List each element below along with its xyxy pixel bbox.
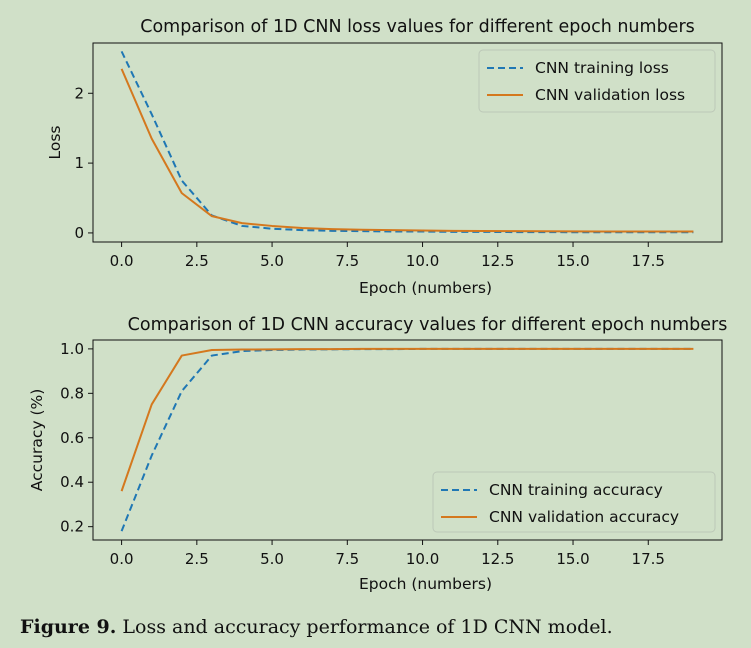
caption-label: Figure 9. [20, 616, 117, 638]
x-tick-label: 5.0 [260, 550, 284, 568]
series-line-validation [120, 68, 694, 233]
x-tick-label: 10.0 [406, 550, 439, 568]
y-tick-label: 1.0 [60, 340, 84, 358]
x-tick-label: 15.0 [556, 550, 589, 568]
figure-caption: Figure 9. Loss and accuracy performance … [20, 616, 613, 638]
legend-box [432, 471, 716, 533]
x-tick-label: 17.5 [632, 550, 665, 568]
series-line-validation [120, 347, 694, 492]
y-tick-label: 0.8 [60, 384, 84, 402]
x-tick-label: 2.5 [185, 252, 209, 270]
x-tick-label: 2.5 [185, 550, 209, 568]
x-tick-label: 15.0 [556, 252, 589, 270]
x-axis-label: Epoch (numbers) [359, 279, 492, 297]
x-tick-label: 7.5 [335, 252, 359, 270]
y-tick-label: 0 [74, 224, 84, 242]
figure: Comparison of 1D CNN loss values for dif… [28, 17, 727, 593]
legend-label: CNN training loss [535, 59, 669, 77]
x-tick-label: 17.5 [632, 252, 665, 270]
x-tick-label: 12.5 [481, 550, 514, 568]
caption-text: Loss and accuracy performance of 1D CNN … [116, 616, 613, 638]
y-tick-label: 2 [74, 84, 84, 102]
legend-label: CNN validation accuracy [489, 508, 679, 526]
legend-label: CNN validation loss [535, 86, 685, 104]
x-tick-label: 10.0 [406, 252, 439, 270]
legend-label: CNN training accuracy [489, 481, 663, 499]
y-axis-label: Accuracy (%) [28, 389, 46, 492]
legend: CNN training accuracy CNN validation accu… [432, 471, 716, 533]
legend-box [478, 49, 716, 113]
y-axis-label: Loss [46, 126, 64, 160]
chart-title: Comparison of 1D CNN loss values for dif… [140, 17, 695, 37]
y-tick-label: 1 [74, 154, 84, 172]
y-tick-label: 0.6 [60, 429, 84, 447]
plot-frame [92, 42, 723, 243]
x-axis-label: Epoch (numbers) [359, 575, 492, 593]
x-tick-label: 0.0 [110, 252, 134, 270]
x-tick-label: 0.0 [110, 550, 134, 568]
x-tick-label: 7.5 [335, 550, 359, 568]
legend: CNN training loss CNN validation loss [478, 49, 716, 113]
chart-title: Comparison of 1D CNN accuracy values for… [128, 315, 728, 335]
x-tick-label: 5.0 [260, 252, 284, 270]
loss-chart: Comparison of 1D CNN loss values for dif… [46, 17, 723, 297]
plot-frame [92, 339, 723, 541]
y-tick-label: 0.2 [60, 518, 84, 536]
accuracy-chart: Comparison of 1D CNN accuracy values for… [28, 315, 727, 593]
x-tick-label: 12.5 [481, 252, 514, 270]
y-tick-label: 0.4 [60, 473, 84, 491]
